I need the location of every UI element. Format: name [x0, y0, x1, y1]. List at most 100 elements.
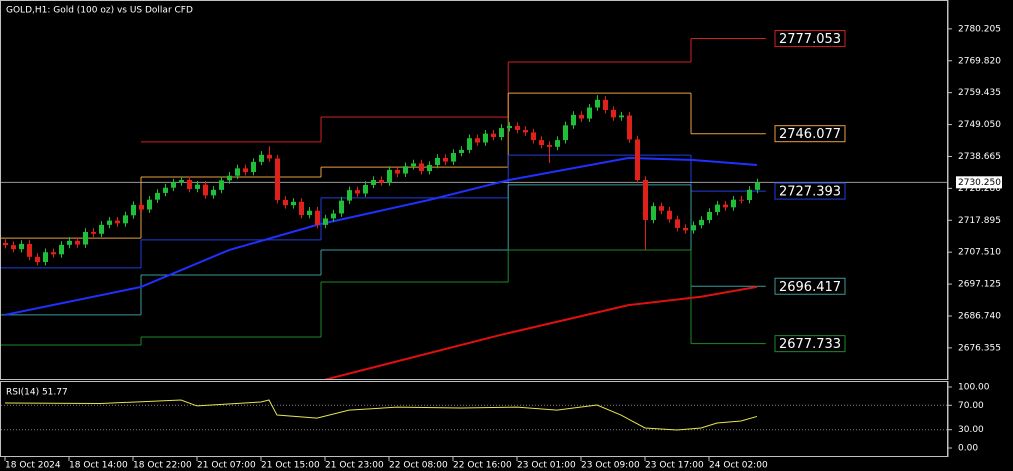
y-tick-label: 2769.820 [958, 56, 1001, 66]
rsi-y-tick-label: 100.00 [958, 383, 990, 393]
candle-body [171, 182, 176, 188]
candle-body [427, 164, 432, 172]
candle-body [651, 206, 656, 220]
y-tick-label: 2707.510 [958, 248, 1001, 258]
candle-body [291, 201, 296, 206]
candle-body [27, 243, 32, 257]
candle-body [203, 184, 208, 196]
candle-body [299, 201, 304, 216]
candle-body [227, 175, 232, 181]
candle-body [195, 184, 200, 189]
x-tick-label: 22 Oct 16:00 [453, 461, 512, 471]
candle-body [355, 190, 360, 194]
candle-body [539, 140, 544, 145]
candle-body [387, 169, 392, 183]
y-tick-label: 2676.355 [958, 343, 1001, 353]
level-label-box [774, 277, 846, 295]
candle-body [571, 114, 576, 126]
current-price-box [956, 176, 1002, 189]
candle-body [83, 231, 88, 245]
candle-body [667, 210, 672, 220]
candle-body [483, 133, 488, 143]
x-tick-label: 18 Oct 14:00 [69, 461, 128, 471]
candle-body [635, 139, 640, 181]
candle-body [435, 157, 440, 165]
candle-body [411, 163, 416, 167]
candle-body [19, 243, 24, 250]
candle-body [363, 184, 368, 194]
candle-body [163, 187, 168, 193]
candle-body [467, 138, 472, 150]
x-tick-label: 21 Oct 15:00 [261, 461, 320, 471]
candle-body [587, 107, 592, 119]
candle-body [51, 252, 56, 255]
candle-body [715, 204, 720, 212]
rsi-plot [1, 399, 947, 431]
candle-body [603, 99, 608, 110]
candle-body [235, 168, 240, 176]
current-price-label: 2730.250 [958, 178, 1001, 188]
candle-body [219, 180, 224, 190]
candle-body [443, 157, 448, 162]
rsi-y-tick-label: 30.00 [958, 425, 984, 435]
candle-body [747, 189, 752, 200]
candle-body [259, 154, 264, 162]
candle-body [211, 189, 216, 196]
moving-average [324, 285, 758, 379]
candle-body [115, 220, 120, 224]
y-tick-label: 2728.280 [958, 184, 1001, 194]
x-tick-label: 18 Oct 22:00 [133, 461, 192, 471]
y-tick-label: 2749.050 [958, 120, 1001, 130]
candle-body [323, 218, 328, 225]
candle-body [179, 180, 184, 183]
rsi-label: RSI(14) 51.77 [6, 388, 68, 398]
candle-body [35, 256, 40, 263]
candle-body [707, 211, 712, 220]
candle-body [147, 199, 152, 210]
candle-body [563, 125, 568, 141]
candle-body [507, 125, 512, 129]
candle-body [267, 154, 272, 159]
candle-body [523, 129, 528, 133]
rsi-line [4, 399, 758, 431]
candle-body [683, 227, 688, 231]
candle-body [739, 199, 744, 201]
candle-body [275, 158, 280, 200]
candle-body [307, 210, 312, 216]
level-label: 2746.077 [779, 127, 841, 142]
y-tick-label: 2759.435 [958, 88, 1001, 98]
candle-body [59, 244, 64, 255]
candle-body [339, 200, 344, 214]
candle-body [555, 140, 560, 147]
level-label: 2696.417 [779, 280, 841, 295]
x-tick-label: 24 Oct 02:00 [709, 461, 768, 471]
y-tick-label: 2717.895 [958, 216, 1001, 226]
level-label-box [774, 125, 846, 143]
level-label: 2727.393 [779, 185, 841, 200]
level-label-box [774, 182, 846, 200]
candle-body [155, 192, 160, 200]
candle-body [755, 182, 760, 190]
candle-body [75, 240, 80, 245]
candle-body [595, 99, 600, 108]
candle-body [699, 219, 704, 226]
level-label-box [774, 30, 846, 48]
candle-body [659, 206, 664, 211]
candle-body [499, 128, 504, 138]
candle-body [419, 163, 424, 172]
rsi-y-tick-label: 70.00 [958, 401, 984, 411]
candle-body [459, 149, 464, 153]
x-tick-label: 21 Oct 07:00 [197, 461, 256, 471]
candle-body [547, 144, 552, 147]
candle-body [123, 215, 128, 224]
candle-body [643, 180, 648, 220]
candle-body [11, 245, 16, 250]
price-plot [1, 38, 947, 379]
candle-body [347, 190, 352, 201]
candle-body [251, 161, 256, 173]
candle-body [331, 213, 336, 219]
y-tick-label: 2738.665 [958, 152, 1001, 162]
candle-body [451, 152, 456, 162]
x-tick-label: 23 Oct 01:00 [517, 461, 576, 471]
